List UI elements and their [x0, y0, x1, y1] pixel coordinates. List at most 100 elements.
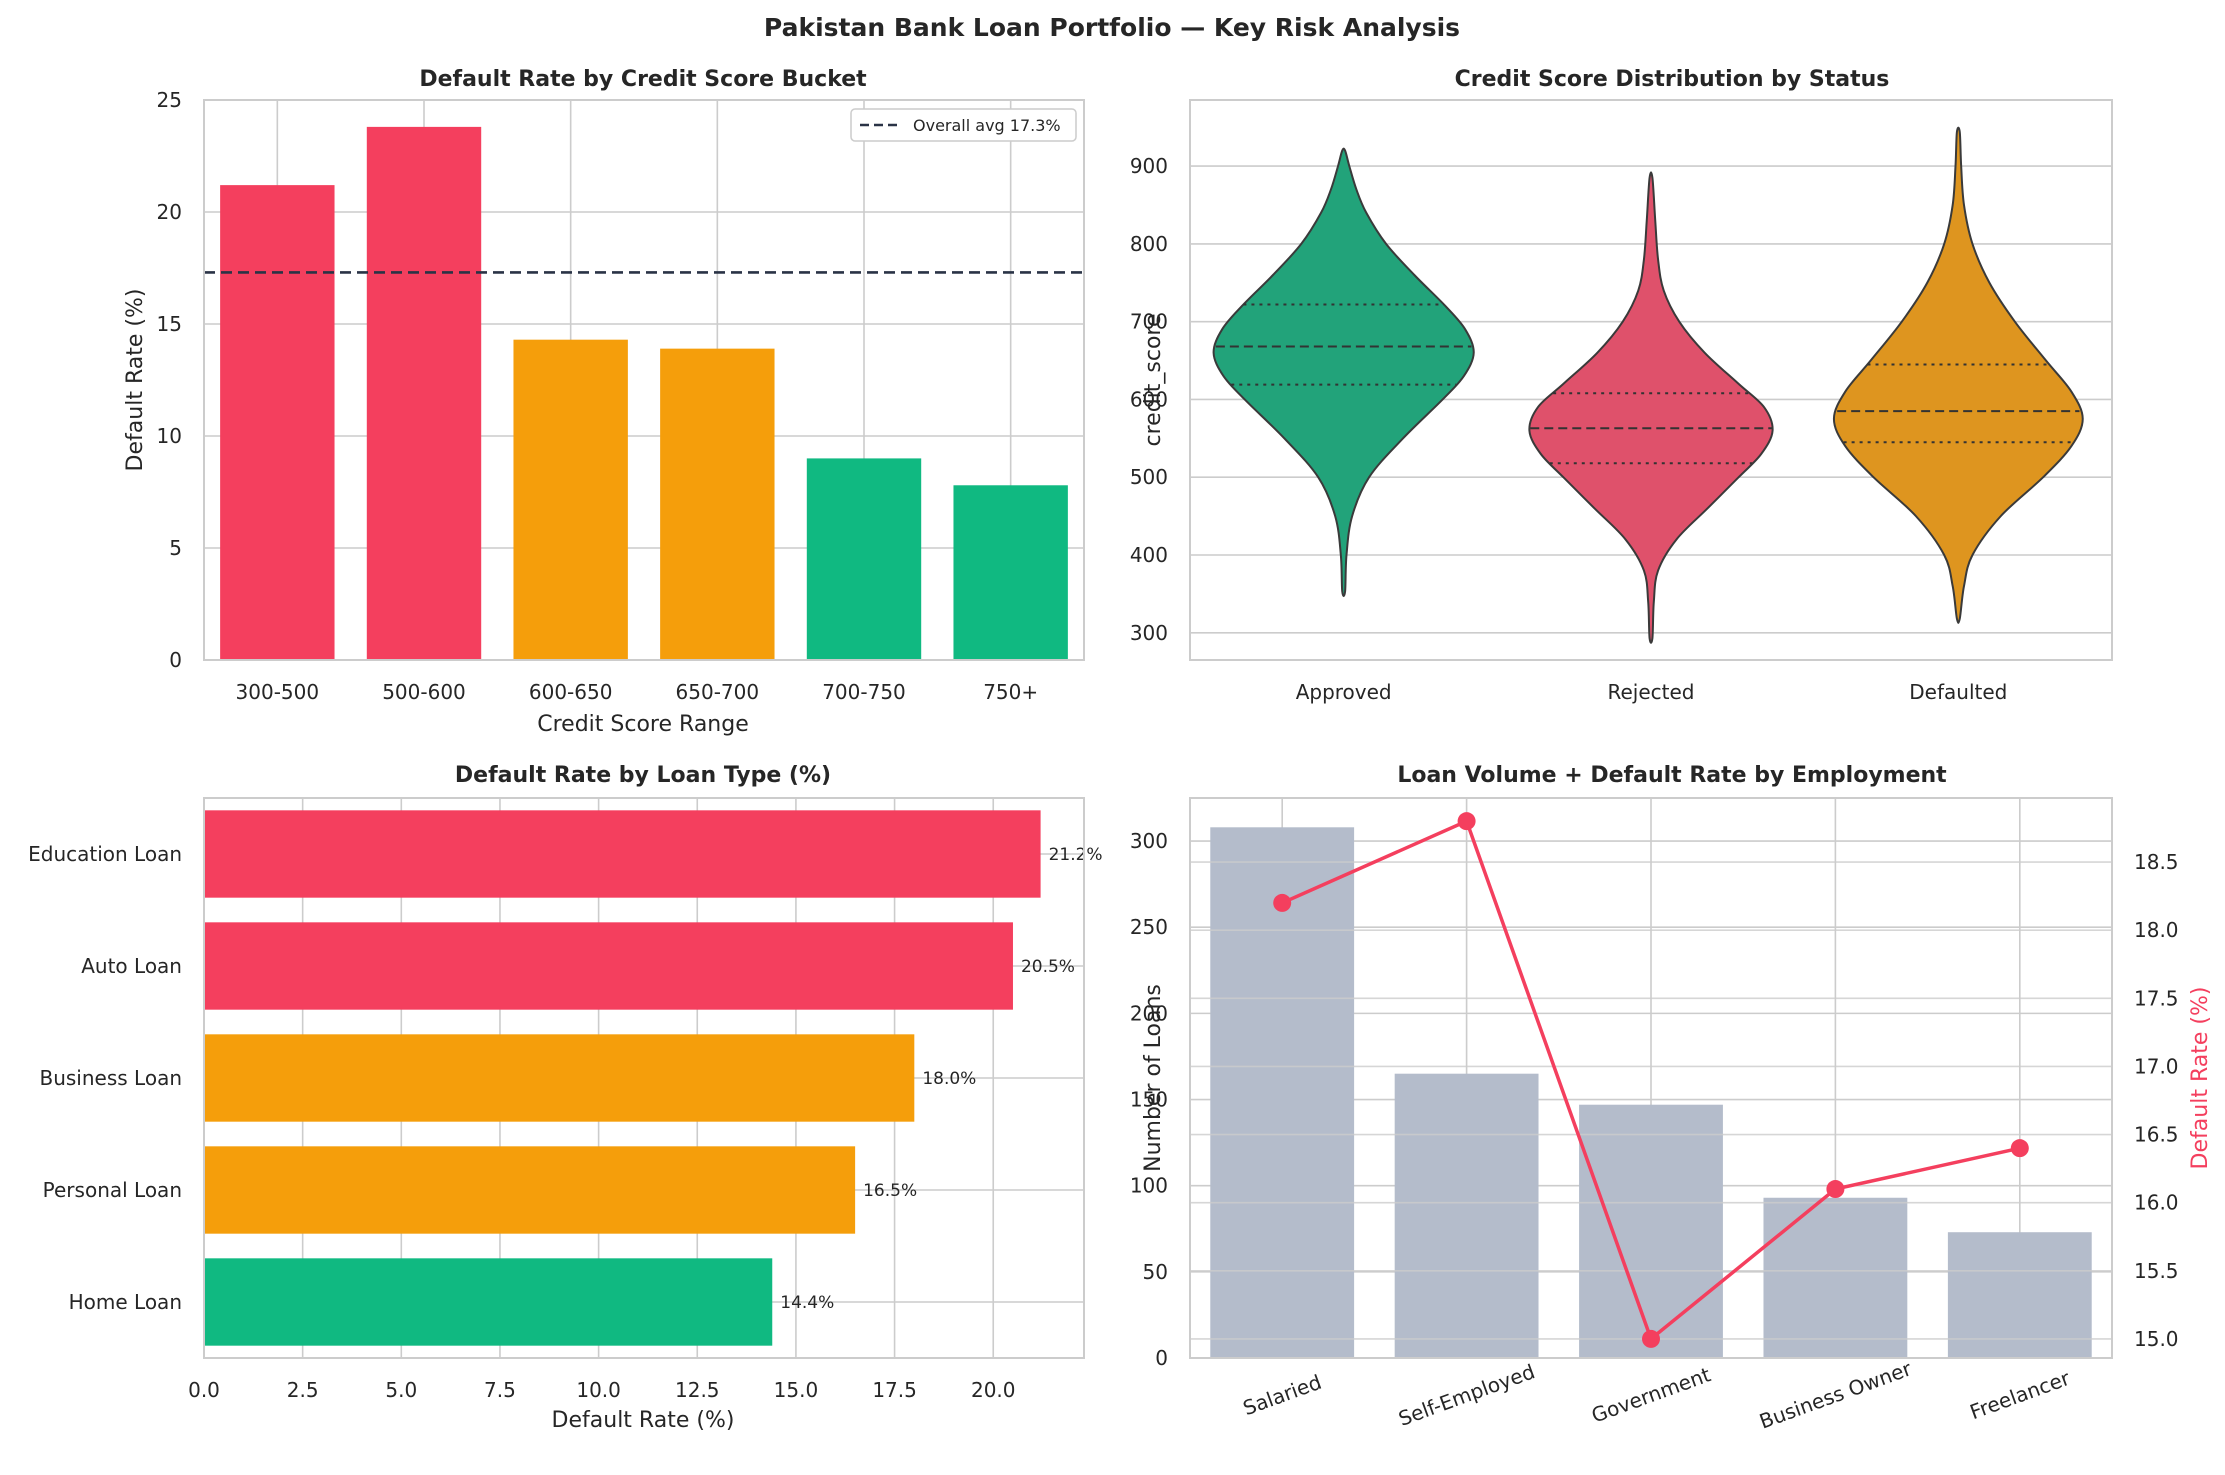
panel4-bars	[1210, 827, 2092, 1358]
bar	[806, 458, 922, 660]
y2-tick-label: 16.5	[2134, 1123, 2179, 1147]
bar-value-label: 14.4%	[780, 1293, 834, 1313]
y-tick-label: Personal Loan	[43, 1178, 182, 1202]
y-tick-label: 20	[157, 200, 182, 224]
bar	[953, 485, 1068, 660]
panel1-y-ticks: 0 5 10 15 20 25	[157, 88, 182, 672]
y-tick-label: 0	[1155, 1346, 1168, 1370]
panel4-title: Loan Volume + Default Rate by Employment	[1397, 763, 1947, 788]
panel1-x-label: Credit Score Range	[537, 712, 749, 737]
y2-tick-label: 17.0	[2134, 1054, 2179, 1078]
y-tick-label: 900	[1130, 154, 1168, 178]
y-tick-label: 300	[1130, 621, 1168, 645]
panel4-x-ticks: Salaried Self-Employed Government Business …	[1240, 1356, 2074, 1433]
bar	[204, 1034, 915, 1122]
y-tick-label: 200	[1130, 1001, 1168, 1025]
y-tick-label: 250	[1130, 915, 1168, 939]
figure-title: Pakistan Bank Loan Portfolio — Key Risk …	[764, 13, 1460, 42]
y-tick-label: 0	[169, 648, 182, 672]
x-tick-label: Self-Employed	[1395, 1359, 1538, 1431]
panel3-y-ticks: Education Loan Auto Loan Business Loan Pers…	[28, 842, 182, 1314]
panel2-y-ticks: 300 400 500 600 700 800 900	[1130, 154, 1168, 645]
x-tick-label: 0.0	[188, 1378, 220, 1402]
bar	[204, 1146, 856, 1234]
y-tick-label: 100	[1130, 1174, 1168, 1198]
bar-value-label: 20.5%	[1021, 957, 1075, 977]
x-tick-label: 15.0	[774, 1378, 819, 1402]
y-tick-label: 700	[1130, 310, 1168, 334]
bar	[366, 126, 482, 660]
panel2-x-ticks: Approved Rejected Defaulted	[1296, 680, 2008, 704]
panel3-x-label: Default Rate (%)	[552, 1408, 735, 1433]
violin-rejected	[1528, 171, 1774, 644]
panel3-frame	[203, 797, 1085, 1359]
x-tick-label: Defaulted	[1909, 680, 2007, 704]
x-tick-label: 10.0	[576, 1378, 621, 1402]
y-tick-label: 150	[1130, 1088, 1168, 1112]
bar	[660, 348, 775, 660]
legend-box	[850, 108, 1077, 142]
default-rate-point	[1642, 1329, 1660, 1348]
y2-tick-label: 18.0	[2134, 918, 2179, 942]
bar	[1947, 1232, 2092, 1358]
bar	[1210, 827, 1355, 1358]
x-tick-label: 2.5	[287, 1378, 319, 1402]
panel-credit-score-violins: Credit Score Distribution by Status Appr…	[1130, 67, 2113, 704]
x-tick-label: 300-500	[236, 680, 320, 704]
x-tick-label: Approved	[1296, 680, 1392, 704]
panel4-frame	[1189, 797, 2113, 1359]
panel-default-rate-by-credit-score: Default Rate by Credit Score Bucket 300-…	[123, 67, 1085, 737]
bar	[204, 810, 1041, 898]
y2-tick-label: 16.0	[2134, 1191, 2179, 1215]
panel3-title: Default Rate by Loan Type (%)	[455, 763, 831, 788]
y-tick-label: Education Loan	[28, 842, 182, 866]
panel2-title: Credit Score Distribution by Status	[1455, 67, 1890, 92]
x-tick-label: Rejected	[1607, 680, 1694, 704]
panel1-bars	[220, 126, 1068, 660]
x-tick-label: Salaried	[1240, 1370, 1325, 1420]
y-tick-label: Auto Loan	[81, 954, 182, 978]
bar	[220, 185, 335, 660]
y-tick-label: 600	[1130, 387, 1168, 411]
x-tick-label: 20.0	[971, 1378, 1016, 1402]
panel4-y2-label: Default Rate (%)	[2188, 987, 2213, 1170]
default-rate-point	[1457, 812, 1476, 831]
panel2-y-label: credit_score	[1141, 313, 1166, 446]
bar	[204, 922, 1013, 1010]
bar	[204, 1258, 773, 1346]
bar	[513, 339, 628, 660]
y-tick-label: 15	[157, 312, 182, 336]
y2-tick-label: 15.0	[2134, 1327, 2179, 1351]
x-tick-label: 700-750	[822, 680, 906, 704]
x-tick-label: 12.5	[675, 1378, 720, 1402]
panel4-y-label: Number of Loans	[1141, 984, 1166, 1172]
violin-defaulted	[1832, 126, 2084, 624]
panel1-x-ticks: 300-500 500-600 600-650 650-700 700-750 750+	[236, 680, 1039, 704]
y-tick-label: 400	[1130, 543, 1168, 567]
x-tick-label: Business Owner	[1756, 1356, 1915, 1433]
y-tick-label: 800	[1130, 232, 1168, 256]
bar	[1763, 1197, 1908, 1358]
violin-approved	[1212, 147, 1475, 598]
panel4-y-ticks: 0 50 100 150 200 250 300	[1130, 829, 1168, 1370]
x-tick-label: 500-600	[382, 680, 466, 704]
x-tick-label: 650-700	[676, 680, 760, 704]
y-tick-label: 10	[157, 424, 182, 448]
panel3-bars: 21.2% 20.5% 18.0% 16.5% 14.4%	[204, 810, 1103, 1346]
y2-tick-label: 15.5	[2134, 1259, 2179, 1283]
y-tick-label: Home Loan	[69, 1290, 182, 1314]
panel1-grid	[204, 99, 1084, 661]
default-rate-point	[2010, 1139, 2029, 1158]
bar	[1579, 1104, 1723, 1358]
default-rate-point	[1826, 1180, 1845, 1199]
panel1-frame	[203, 99, 1085, 661]
legend-label: Overall avg 17.3%	[913, 116, 1061, 135]
x-tick-label: Freelancer	[1967, 1366, 2074, 1425]
panel2-frame	[1189, 99, 2113, 661]
x-tick-label: 7.5	[484, 1378, 516, 1402]
x-tick-label: 600-650	[529, 680, 613, 704]
panel1-legend: Overall avg 17.3%	[850, 108, 1077, 142]
panel1-y-label: Default Rate (%)	[123, 289, 148, 472]
